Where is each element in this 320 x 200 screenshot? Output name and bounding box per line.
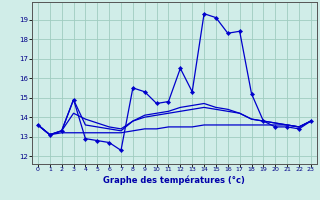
X-axis label: Graphe des températures (°c): Graphe des températures (°c) <box>103 175 245 185</box>
